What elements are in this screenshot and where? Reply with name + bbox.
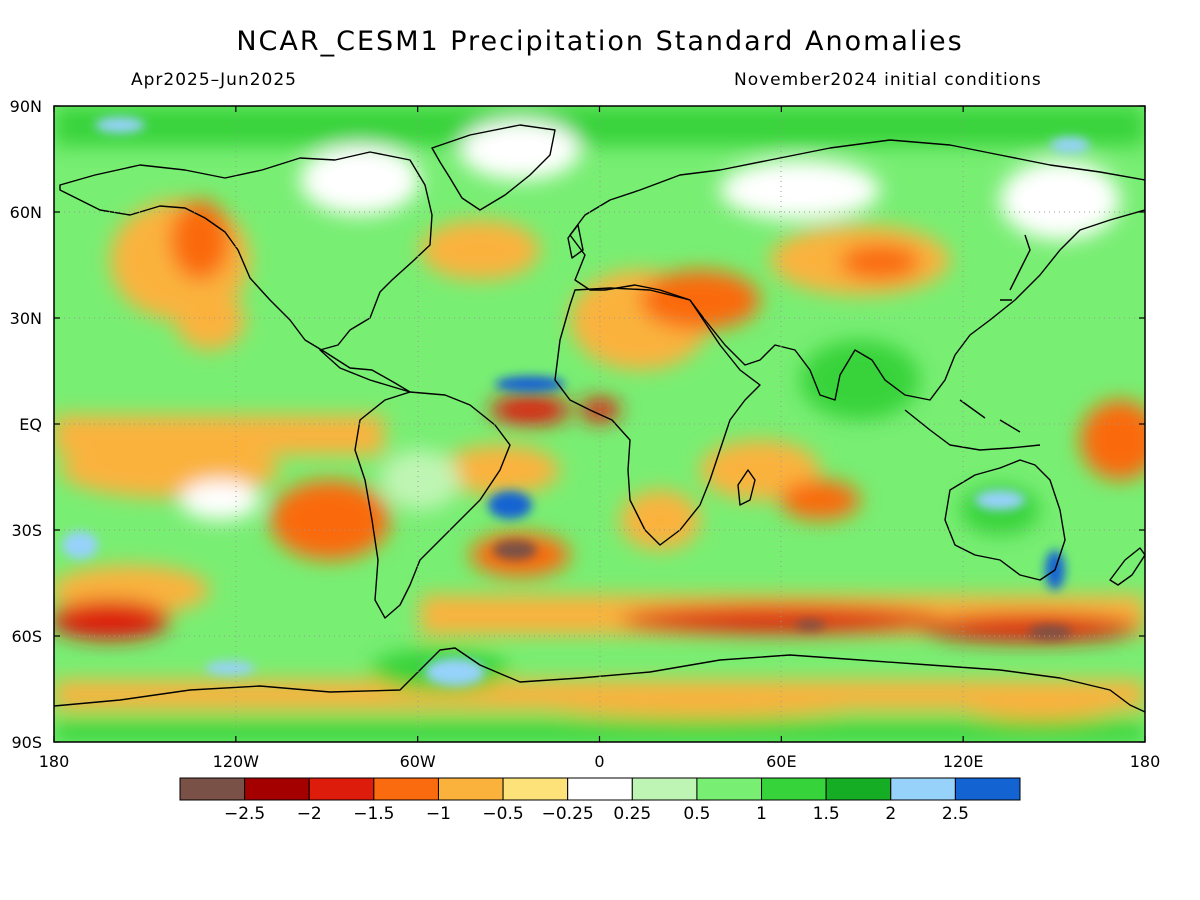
- lat-tick-label: 60N: [10, 203, 42, 222]
- colorbar-label: 2.5: [942, 804, 969, 824]
- indonesia-outline: [904, 399, 1041, 451]
- lon-tick-label: 120W: [213, 752, 260, 771]
- eurasia-outline: [569, 139, 1145, 401]
- colorbar-swatch: [437, 777, 504, 801]
- colorbar-swatch: [954, 777, 1021, 801]
- lat-tick-label: 30N: [10, 309, 42, 328]
- colorbar-label: −1: [426, 804, 451, 824]
- initial-conditions: November2024 initial conditions: [734, 70, 1042, 90]
- colorbar-swatch: [502, 777, 569, 801]
- colorbar-label: −2: [297, 804, 322, 824]
- coastlines: [54, 124, 1145, 713]
- graticule: [54, 106, 1145, 742]
- colorbar-swatch: [890, 777, 956, 801]
- colorbar-swatch: [696, 777, 763, 801]
- lon-tick-label: 60E: [766, 752, 796, 771]
- chart-title: NCAR_CESM1 Precipitation Standard Anomal…: [236, 26, 964, 57]
- colorbar-label: −0.25: [542, 804, 594, 824]
- forecast-period: Apr2025–Jun2025: [131, 70, 297, 90]
- new-zealand-outline: [1109, 547, 1145, 586]
- lat-tick-label: 90S: [11, 733, 42, 752]
- lon-tick-label: 180: [1130, 752, 1161, 771]
- colorbar-swatch: [308, 777, 375, 801]
- colorbar-swatch: [179, 777, 246, 801]
- antarctica-outline: [54, 647, 1145, 713]
- colorbar-swatch: [244, 777, 310, 801]
- lat-tick-label: 60S: [11, 627, 42, 646]
- colorbar-swatch: [825, 777, 892, 801]
- colorbar-label: 0.25: [613, 804, 651, 824]
- colorbar-swatch: [567, 777, 633, 801]
- colorbar-label: 1.5: [813, 804, 840, 824]
- lon-tick-label: 0: [594, 752, 604, 771]
- madagascar-outline: [737, 469, 756, 506]
- colorbar-label: −0.5: [482, 804, 523, 824]
- lat-tick-label: 30S: [11, 521, 42, 540]
- greenland-outline: [431, 124, 556, 211]
- australia-outline: [944, 459, 1066, 581]
- lat-tick-label: EQ: [19, 415, 42, 434]
- uk-outline: [567, 224, 584, 259]
- colorbar: −2.5 −2 −1.5 −1 −0.5 −0.25 0.25 0.5 1 1.5 2 2.5: [179, 777, 1021, 824]
- japan-outline: [1000, 234, 1031, 301]
- lat-tick-label: 90N: [10, 97, 42, 116]
- colorbar-label: 0.5: [683, 804, 710, 824]
- lon-tick-label: 60W: [400, 752, 436, 771]
- colorbar-swatch: [373, 777, 439, 801]
- colorbar-label: −2.5: [224, 804, 265, 824]
- lat-axis: 90N 60N 30N EQ 30S 60S 90S: [10, 97, 1145, 752]
- south-america-outline: [354, 391, 511, 619]
- lon-tick-label: 120E: [943, 752, 984, 771]
- colorbar-swatch: [631, 777, 698, 801]
- lon-axis: 180 120W 60W 0 60E 120E 180: [39, 106, 1161, 771]
- colorbar-label: −1.5: [353, 804, 394, 824]
- north-america-outline: [59, 151, 433, 393]
- colorbar-swatch: [761, 777, 827, 801]
- colorbar-label: 1: [756, 804, 767, 824]
- colorbar-label: 2: [885, 804, 896, 824]
- lon-tick-label: 180: [39, 752, 70, 771]
